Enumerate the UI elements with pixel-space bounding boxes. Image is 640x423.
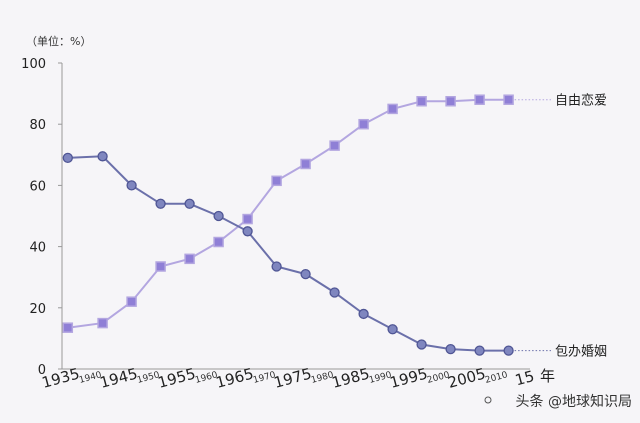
data-point xyxy=(213,210,224,222)
y-tick-label: 20 xyxy=(29,302,46,317)
data-point xyxy=(242,226,253,237)
data-point xyxy=(387,103,398,115)
watermark-logo-icon xyxy=(484,396,492,404)
series-layer xyxy=(62,94,514,356)
data-point xyxy=(358,118,369,130)
data-point xyxy=(97,151,108,162)
y-axis-ticks: 0 20 40 60 80 100 xyxy=(21,57,62,378)
series-2 xyxy=(62,151,514,356)
data-point xyxy=(62,322,74,333)
data-point xyxy=(300,158,311,170)
data-point xyxy=(213,236,224,248)
x-tick-label: 15 xyxy=(513,367,536,389)
data-point xyxy=(445,96,456,107)
data-point xyxy=(155,261,166,272)
data-point xyxy=(474,345,485,356)
data-point xyxy=(126,296,137,307)
data-point xyxy=(271,261,282,272)
y-tick-label: 40 xyxy=(29,241,46,256)
data-point xyxy=(445,343,456,355)
data-point xyxy=(155,198,166,209)
data-point xyxy=(300,268,311,280)
y-tick-label: 100 xyxy=(21,57,46,72)
data-point xyxy=(387,324,398,335)
data-point xyxy=(329,287,340,298)
series-line xyxy=(67,98,509,329)
data-point xyxy=(503,94,514,105)
data-point xyxy=(126,180,137,191)
y-tick-label: 60 xyxy=(29,179,46,194)
x-tick-label-minor: 2010 xyxy=(484,370,509,386)
series-label: 包办婚姻 xyxy=(555,345,607,360)
watermark-text: 头条 @地球知识局 xyxy=(516,393,632,410)
series-line xyxy=(67,155,509,352)
data-point xyxy=(416,96,427,107)
data-point xyxy=(358,308,369,320)
series-label: 自由恋爱 xyxy=(555,93,607,109)
x-axis-unit: 年 xyxy=(540,367,555,385)
data-point xyxy=(242,213,253,225)
data-point xyxy=(329,140,340,151)
data-point xyxy=(97,317,108,329)
unit-label: （单位：%） xyxy=(26,34,91,48)
data-point xyxy=(503,345,514,356)
y-tick-label: 0 xyxy=(38,363,46,378)
data-point xyxy=(184,253,195,265)
y-tick-label: 80 xyxy=(29,118,46,133)
data-point xyxy=(416,339,427,350)
x-tick-label: 1935 xyxy=(40,365,82,392)
data-point xyxy=(474,94,485,105)
data-point xyxy=(184,198,195,209)
series-1 xyxy=(62,94,514,333)
watermark: 头条 @地球知识局 xyxy=(484,393,632,410)
data-point xyxy=(271,175,282,187)
data-point xyxy=(62,152,73,164)
